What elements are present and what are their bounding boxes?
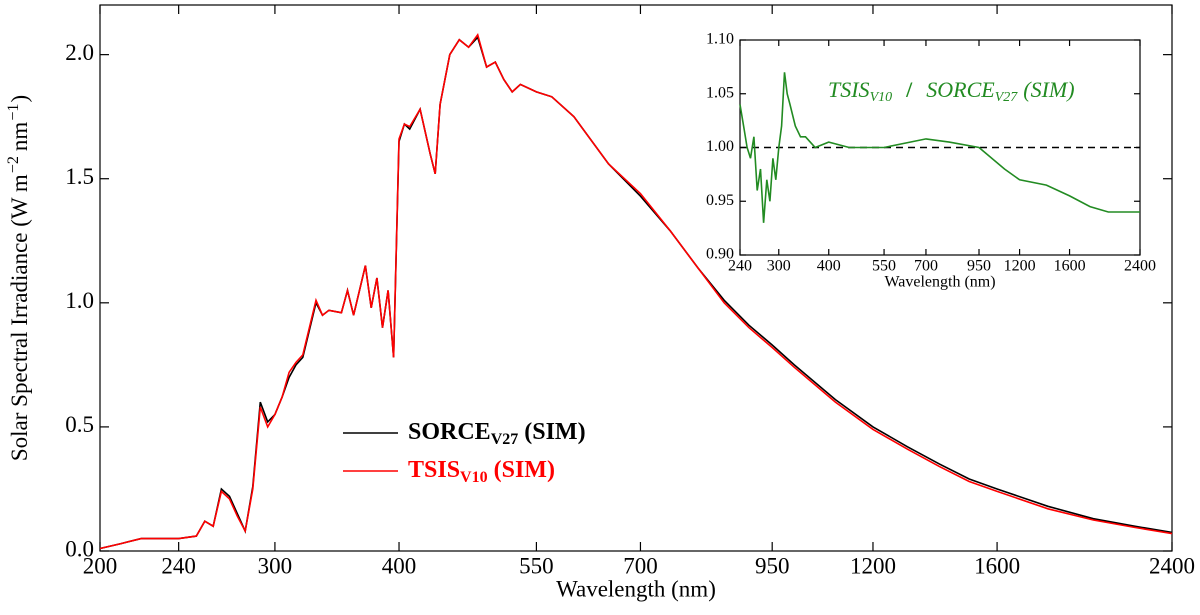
y-axis-label-part: nm xyxy=(7,122,32,152)
x-tick-label: 2400 xyxy=(1124,258,1156,275)
x-axis-label: Wavelength (nm) xyxy=(556,577,716,602)
annotation-part: SORCE xyxy=(926,77,995,102)
series-line xyxy=(99,35,1173,550)
x-tick-label: 300 xyxy=(767,258,791,275)
x-tick-label: 300 xyxy=(258,554,293,579)
legend-suffix: (SIM) xyxy=(494,457,555,483)
x-tick-label: 950 xyxy=(967,258,991,275)
x-tick-label: 950 xyxy=(755,554,790,579)
annotation: TSISV10 / SORCEV27 (SIM) xyxy=(828,77,1075,105)
legend-subscript: V10 xyxy=(460,469,488,486)
legend-entry: SORCEV27 (SIM) xyxy=(408,419,586,448)
x-tick-label: 550 xyxy=(519,554,554,579)
y-tick-label: 1.0 xyxy=(65,288,94,313)
x-tick-label: 400 xyxy=(817,258,841,275)
x-tick-label: 200 xyxy=(83,554,118,579)
series-line xyxy=(99,32,1173,550)
y-tick-label: 1.00 xyxy=(706,138,734,155)
annotation-part: TSIS xyxy=(828,77,870,102)
y-tick-label: 1.5 xyxy=(65,164,94,189)
y-tick-label: 0.0 xyxy=(65,536,94,561)
x-tick-label: 400 xyxy=(382,554,417,579)
y-tick-label: 0.90 xyxy=(706,246,734,263)
y-tick-label: 1.10 xyxy=(706,31,734,48)
x-tick-label: 700 xyxy=(914,258,938,275)
legend-entry: TSISV10 (SIM) xyxy=(408,457,555,486)
annotation-part: (SIM) xyxy=(1023,77,1074,102)
y-tick-label: 2.0 xyxy=(65,40,94,65)
x-tick-label: 1200 xyxy=(1004,258,1036,275)
y-axis-label-part: Solar Spectral Irradiance (W m xyxy=(7,174,32,461)
x-tick-label: 1200 xyxy=(850,554,896,579)
y-axis-label-part: −1 xyxy=(5,104,22,121)
x-tick-label: 2400 xyxy=(1149,554,1195,579)
y-tick-label: 1.05 xyxy=(706,84,734,101)
legend-subscript: V27 xyxy=(491,431,519,448)
x-tick-label: 1600 xyxy=(974,554,1020,579)
annotation-part: V10 xyxy=(870,90,893,105)
series-line xyxy=(739,72,1140,223)
legend-suffix: (SIM) xyxy=(524,419,585,445)
annotation-part: V27 xyxy=(995,90,1019,105)
x-axis-label: Wavelength (nm) xyxy=(884,274,995,291)
y-tick-label: 0.95 xyxy=(706,192,734,209)
x-tick-label: 240 xyxy=(728,258,752,275)
plot-frame xyxy=(99,4,1173,552)
x-tick-label: 240 xyxy=(161,554,196,579)
x-tick-label: 550 xyxy=(872,258,896,275)
y-axis-label: Solar Spectral Irradiance (W m−2 nm−1) xyxy=(5,95,33,461)
y-axis-label-part: ) xyxy=(7,95,32,103)
x-tick-label: 700 xyxy=(623,554,658,579)
y-axis-label-part: −2 xyxy=(5,156,22,173)
x-tick-label: 1600 xyxy=(1054,258,1086,275)
y-tick-label: 0.5 xyxy=(65,412,94,437)
annotation-part: / xyxy=(905,77,913,102)
legend-name: SORCE xyxy=(408,419,491,445)
legend-name: TSIS xyxy=(408,457,460,483)
